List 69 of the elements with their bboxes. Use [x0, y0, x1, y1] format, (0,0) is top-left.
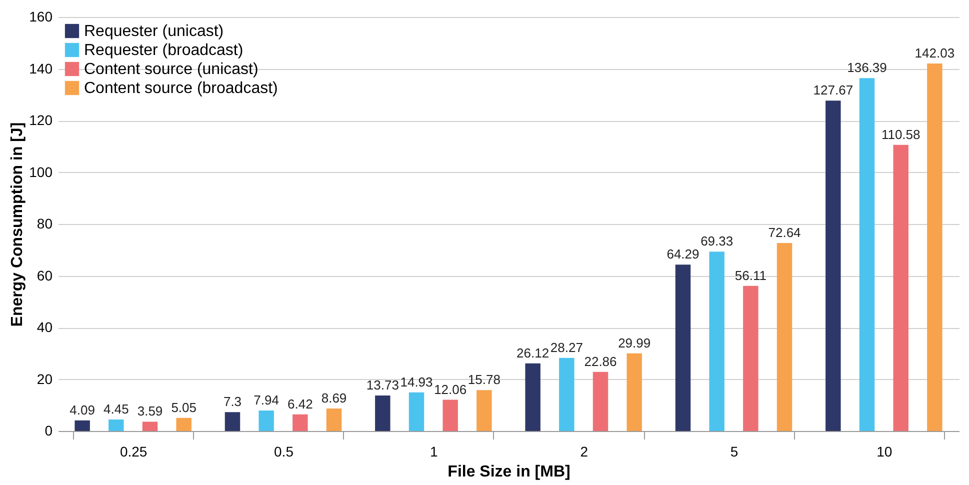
data-label: 6.42 [288, 396, 313, 412]
y-tick-label: 80 [36, 216, 53, 232]
bar [675, 264, 691, 431]
data-label: 56.11 [734, 268, 766, 283]
bar [292, 414, 308, 431]
data-label: 142.03 [914, 45, 955, 60]
bar [743, 286, 758, 431]
bar [626, 353, 642, 431]
data-label: 29.99 [618, 335, 651, 350]
data-label: 64.29 [666, 246, 700, 262]
data-label: 4.09 [70, 402, 95, 418]
bar [442, 400, 458, 431]
data-label: 7.94 [254, 392, 279, 408]
y-tick-label: 100 [29, 164, 53, 180]
data-label: 5.05 [171, 400, 196, 415]
data-label: 28.27 [550, 340, 583, 355]
x-tick-label: 10 [876, 444, 892, 460]
y-axis-title: Energy Consumption in [J] [9, 122, 26, 327]
bar [375, 395, 390, 431]
bar [176, 418, 192, 431]
bar [893, 144, 908, 431]
bar [476, 390, 492, 431]
y-tick-label: 40 [36, 319, 53, 335]
data-label: 14.93 [400, 374, 433, 390]
x-tick-label: 0.25 [120, 444, 148, 460]
x-axis-title: File Size in [MB] [448, 464, 570, 480]
data-label: 127.67 [813, 82, 854, 98]
data-label: 13.73 [366, 377, 399, 392]
bar [326, 408, 342, 431]
legend-label: Content source (unicast) [84, 61, 258, 78]
data-label: 69.33 [700, 234, 734, 249]
data-label: 7.3 [223, 394, 242, 410]
data-label: 26.12 [516, 345, 550, 360]
data-label: 136.39 [847, 60, 887, 76]
y-tick-label: 0 [44, 422, 53, 438]
data-label: 4.45 [104, 401, 129, 416]
x-tick-label: 5 [730, 444, 738, 460]
x-tick-label: 0.5 [274, 444, 294, 460]
data-label: 72.64 [768, 225, 801, 240]
bar [142, 422, 158, 431]
legend-label: Content source (broadcast) [84, 80, 278, 97]
y-tick-label: 120 [29, 112, 53, 128]
x-tick-label: 1 [430, 444, 438, 460]
bar [559, 358, 574, 431]
y-tick-label: 160 [29, 8, 53, 24]
bar [258, 410, 274, 431]
bar [74, 420, 90, 431]
data-label: 3.59 [137, 404, 163, 419]
y-tick-label: 60 [36, 267, 53, 284]
legend-label: Requester (broadcast) [84, 42, 244, 59]
bar [859, 78, 875, 431]
bar [108, 419, 124, 431]
bar [709, 252, 724, 431]
bar [776, 243, 792, 431]
data-label: 22.86 [584, 354, 617, 369]
data-label: 8.69 [321, 390, 347, 406]
bar [525, 363, 540, 431]
data-label: 12.06 [434, 382, 467, 397]
data-label: 110.58 [881, 126, 920, 142]
bar [224, 412, 240, 431]
bar [592, 372, 608, 431]
bar [826, 100, 841, 431]
legend-label: Requester (unicast) [84, 23, 224, 40]
bar [408, 392, 424, 431]
x-tick-label: 2 [580, 444, 588, 460]
bar [927, 63, 942, 431]
data-label: 15.78 [468, 372, 500, 388]
y-tick-label: 20 [36, 370, 53, 387]
y-tick-label: 140 [29, 60, 53, 76]
